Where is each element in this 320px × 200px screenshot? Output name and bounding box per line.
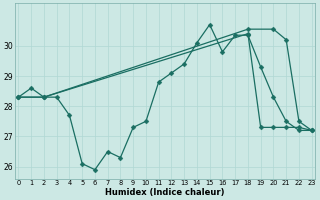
X-axis label: Humidex (Indice chaleur): Humidex (Indice chaleur)	[105, 188, 225, 197]
